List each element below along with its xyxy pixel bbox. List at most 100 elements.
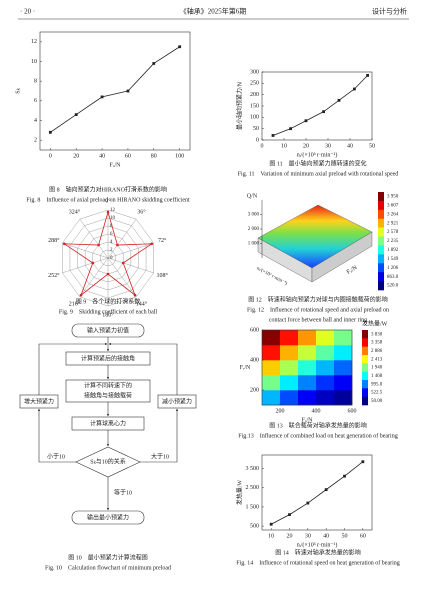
data-point (271, 134, 275, 137)
x-tick-label: 40 (347, 143, 353, 149)
node-label: 输入预紧力初值 (87, 326, 129, 334)
heat-cell (280, 330, 299, 346)
x-tick-label: 600 (348, 408, 357, 414)
heat-cell (316, 360, 335, 376)
node-label: 增大预紧力 (24, 397, 54, 405)
colorbar-label: 50.00 (371, 399, 383, 404)
y-tick-label: 100 (250, 115, 259, 121)
angle-label: 72° (158, 237, 167, 244)
heat-cell (262, 330, 281, 346)
arrow (140, 408, 179, 463)
colorbar-label: 2 578 (387, 230, 399, 235)
arrow (108, 342, 178, 395)
data-point (150, 242, 154, 246)
angle-label: 0° (105, 197, 111, 204)
node-label: 计算预紧后的接触角 (81, 354, 135, 362)
node-label: 计算球离心力 (90, 419, 126, 427)
colorbar-label: 522.5 (371, 391, 383, 396)
spoke (107, 257, 154, 274)
colorbar-label: 863.0 (387, 275, 399, 280)
node-label: 减小预紧力 (162, 397, 192, 405)
y-tick-label: 600 (250, 327, 259, 333)
heat-cell (334, 375, 353, 391)
heat-cell (334, 345, 353, 361)
r-tick-label: 6 (110, 232, 113, 237)
caption-en: Fig.13 Influence of combined load on hea… (238, 432, 397, 439)
colorbar-title: 发热量/W (362, 319, 388, 327)
z-tick-label: 2 000 (248, 227, 260, 232)
data-point (324, 488, 328, 492)
data-point (269, 522, 273, 526)
node-label: 接触角与接触载荷 (84, 391, 132, 399)
x-axis-label: Fₐ/N (110, 162, 122, 168)
node-box (71, 510, 145, 525)
data-line (272, 75, 368, 136)
y-tick-label: 1 500 (246, 504, 260, 510)
data-point (288, 513, 291, 517)
heat-cell (262, 375, 281, 391)
colorbar-label: 2 235 (387, 239, 399, 244)
x-tick-label: 0 (49, 153, 52, 159)
colorbar-band (362, 396, 368, 406)
caption-en: Fig. 11 Variation of minimum axial prelo… (238, 170, 399, 177)
arrow (37, 408, 76, 463)
heat-cell (316, 345, 335, 361)
y-tick-label: 2 500 (246, 485, 260, 491)
y-tick-label: 0 (256, 137, 259, 143)
data-point (306, 501, 310, 505)
heat-cell (280, 345, 299, 361)
x-tick-label: 200 (276, 408, 285, 414)
flowchart: 输入预紧力初值 计算预紧后的接触角 计算不同转速下的 接触角与接触载荷 计算球离… (19, 323, 197, 525)
data-point (91, 261, 95, 265)
y-tick-label: 200 (250, 387, 259, 393)
data-point (126, 89, 130, 93)
heat-cell (262, 345, 281, 361)
y-tick-label: 300 (250, 69, 259, 75)
colorbar-band (378, 245, 384, 255)
data-point (152, 62, 156, 65)
y-tick-label: 2 (34, 138, 37, 144)
colorbar-label: 2 886 (371, 349, 383, 354)
data-point (116, 243, 119, 247)
colorbar-label: 520.0 (387, 284, 399, 289)
colorbar-label: 1 468 (371, 374, 383, 379)
heat-cell (316, 330, 335, 346)
x-tick-label: 400 (312, 408, 321, 414)
data-point (353, 87, 356, 91)
heat-cell (298, 375, 317, 391)
heat-cell (280, 360, 299, 376)
colorbar-label: 3 264 (387, 212, 399, 217)
x-tick-label: 40 (99, 153, 105, 159)
y-tick-label: 500 (250, 524, 259, 530)
data-point (289, 127, 292, 131)
colorbar-label: 2 921 (387, 221, 399, 226)
x-axis-label: nᵢ/(×10³ r·min⁻¹) (256, 266, 289, 287)
node-label: 输出最小预紧力 (87, 513, 129, 521)
colorbar-band (378, 254, 384, 264)
angle-label: 180° (102, 311, 114, 318)
x-axis-label: Fₐ/N (302, 417, 314, 423)
colorbar-band (378, 192, 384, 202)
colorbar-band (362, 338, 368, 347)
x-tick-label: 10 (281, 143, 287, 149)
data-point (79, 293, 83, 297)
y-tick-label: 8 (34, 79, 37, 85)
data-point (337, 98, 341, 102)
x-tick-label: 50 (342, 533, 348, 539)
x-tick-label: 20 (287, 533, 293, 539)
x-tick-label: 60 (125, 153, 131, 159)
y-tick-label: 12 (31, 39, 37, 45)
caption-cn: 图 10 最小预紧力计算流程图 (68, 553, 148, 561)
x-tick-label: 10 (268, 533, 274, 539)
caption-cn: 图 9 各个球的打滑系数 (76, 297, 141, 305)
page-number: · 20 · (20, 8, 35, 16)
y-tick-label: 400 (250, 357, 259, 363)
r-tick-label: 0 (110, 256, 113, 261)
plot-frame (39, 31, 191, 151)
y-axis-label: Fₐ/N (346, 265, 359, 276)
spoke (79, 219, 109, 259)
data-line (270, 461, 364, 525)
heat-cell (316, 390, 335, 406)
heat-cell (298, 390, 317, 406)
r-tick-label: 10 (110, 216, 116, 221)
